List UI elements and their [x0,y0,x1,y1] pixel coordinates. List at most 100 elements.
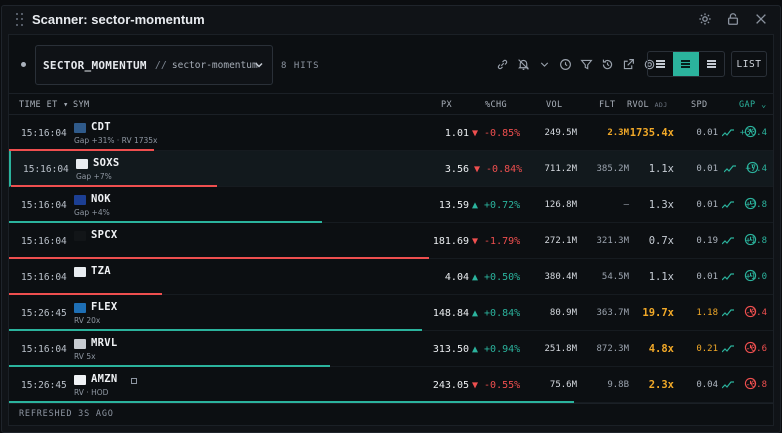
ticker-logo-icon [74,375,86,385]
row-symbol[interactable]: SOXS [93,157,120,169]
row-tag: Gap +31% · RV 1735x [74,136,158,145]
row-rvol: 1.1x [648,163,674,175]
row-tag: RV · HOD [74,388,109,397]
refresh-status: REFRESHED 3S AGO [19,409,114,419]
scanner-selector[interactable]: SECTOR_MOMENTUM // sector-momentum [35,45,273,85]
row-float: — [623,200,629,210]
view-normal-button[interactable] [673,52,699,76]
row-spread: 0.19 [696,236,718,246]
row-gap: -0.4 [745,308,767,318]
link-icon[interactable] [495,57,510,72]
row-time: 15:16:04 [23,164,69,175]
col-spd[interactable]: SPD [691,100,708,110]
row-rvol: 2.3x [648,379,674,391]
sparkline-icon [722,273,734,281]
sparkline-icon [722,345,734,353]
momentum-bar [9,149,154,151]
row-change: ▼ -0.84% [474,164,523,175]
row-spread: 0.01 [696,272,718,282]
row-tag: Gap +7% [76,172,112,181]
row-symbol[interactable]: MRVL [91,337,118,349]
col-sym[interactable]: SYM [73,100,90,110]
scanner-separator: // [154,59,167,71]
row-gap: -0.8 [745,380,767,390]
view-expanded-button[interactable] [699,52,724,76]
table-row[interactable]: 15:16:04 MRVL RV 5x 313.50 ▲ +0.94% 251.8M 872… [9,331,773,367]
chevron-down-icon[interactable] [537,57,552,72]
clock-icon[interactable] [744,269,757,282]
scanner-name: SECTOR_MOMENTUM [43,58,147,72]
sparkline-icon [722,201,734,209]
row-time: 15:16:04 [21,236,67,247]
col-vol[interactable]: VOL [546,100,563,110]
col-flt[interactable]: FLT [599,100,616,110]
scanner-body: SECTOR_MOMENTUM // sector-momentum 8 HIT… [8,34,774,426]
row-price: 1.01 [444,128,469,139]
col-time[interactable]: TIME ET ▾ [19,100,69,110]
clock-icon[interactable] [558,57,573,72]
row-float: 872.3M [596,344,629,354]
row-price: 181.69 [432,236,469,247]
settings-icon[interactable] [698,12,712,26]
table-row[interactable]: 15:16:04 SPCX 181.69 ▼ -1.79% 272.1M 321.3M 0.… [9,223,773,259]
ticker-logo-icon [74,303,86,313]
ticker-logo-icon [74,195,86,205]
row-change: ▲ +0.50% [472,272,521,283]
close-icon[interactable] [754,12,768,26]
row-symbol[interactable]: FLEX [91,301,118,313]
table-row[interactable]: 15:16:04 NOK Gap +4% 13.59 ▲ +0.72% 126.8M — 1.… [9,187,773,223]
row-volume: 126.8M [544,200,577,210]
ticker-logo-icon [74,231,86,241]
row-spread: 0.01 [696,200,718,210]
view-compact-button[interactable] [648,52,673,76]
clock-icon[interactable] [744,377,757,390]
momentum-bar [9,257,429,259]
history-icon[interactable] [600,57,615,72]
drag-handle-icon[interactable] [16,13,24,27]
mute-alert-icon[interactable] [516,57,531,72]
row-price: 243.05 [432,380,469,391]
col-gap[interactable]: GAP ⌄ [739,100,767,110]
row-float: 363.7M [596,308,629,318]
row-gap: +30.4 [739,128,767,138]
clock-icon[interactable] [744,341,757,354]
row-float: 385.2M [596,164,629,174]
row-time: 15:16:04 [21,128,67,139]
row-volume: 251.8M [544,344,577,354]
sparkline-icon [724,165,736,173]
clock-icon[interactable] [744,233,757,246]
row-gap: +1.0 [745,272,767,282]
row-rvol: 4.8x [648,343,674,355]
col-rvol[interactable]: RVOL ADJ [627,100,668,110]
row-time: 15:16:04 [21,272,67,283]
table-row[interactable]: 15:26:45 AMZN RV · HOD 243.05 ▼ -0.55% 75.6M 9… [9,367,773,403]
row-symbol[interactable]: AMZN [91,373,118,385]
window-titlebar[interactable]: Scanner: sector-momentum [2,6,780,34]
row-rvol: 1.3x [648,199,674,211]
table-row[interactable]: 15:16:04 TZA 4.04 ▲ +0.50% 380.4M 54.5M 1.1x 0.… [9,259,773,295]
row-volume: 272.1M [544,236,577,246]
table-row[interactable]: 15:16:04 SOXS Gap +7% 3.56 ▼ -0.84% 711.2M 385… [9,151,773,187]
col-px[interactable]: PX [441,100,453,110]
external-link-icon[interactable] [621,57,636,72]
row-rvol: 0.7x [648,235,674,247]
clock-icon[interactable] [744,125,757,138]
clock-icon[interactable] [744,197,757,210]
sparkline-icon [722,309,734,317]
status-footer: REFRESHED 3S AGO [9,403,773,425]
row-symbol[interactable]: CDT [91,121,111,133]
row-symbol[interactable]: SPCX [91,229,118,241]
lock-icon[interactable] [726,12,740,26]
row-change: ▼ -0.55% [472,380,521,391]
row-symbol[interactable]: NOK [91,193,111,205]
clock-icon[interactable] [746,161,759,174]
col-chg[interactable]: %CHG [485,100,508,110]
table-row[interactable]: 15:26:45 FLEX RV 20x 148.84 ▲ +0.84% 80.9M 363… [9,295,773,331]
row-rvol: 1.1x [648,271,674,283]
row-symbol[interactable]: TZA [91,265,111,277]
filter-icon[interactable] [579,57,594,72]
table-row[interactable]: 15:16:04 CDT Gap +31% · RV 1735x 1.01 ▼ -0.8… [9,115,773,151]
row-spread: 0.01 [696,164,718,174]
clock-icon[interactable] [744,305,757,318]
list-button[interactable]: LIST [731,51,767,77]
